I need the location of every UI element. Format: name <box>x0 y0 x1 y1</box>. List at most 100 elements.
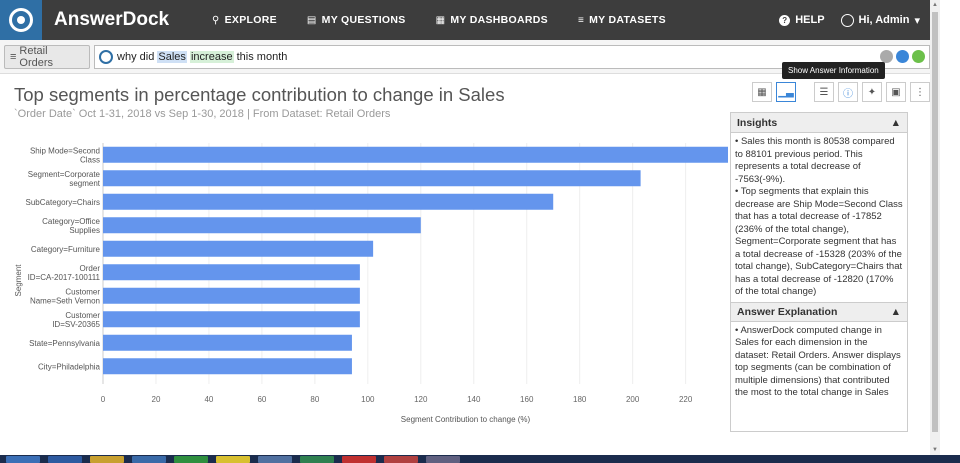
nav-my-datasets-label: MY DATASETS <box>589 14 666 26</box>
user-menu[interactable]: Hi, Admin ▾ <box>840 13 920 27</box>
taskbar-app-icon[interactable] <box>342 456 376 463</box>
insights-body: • Sales this month is 80538 compared to … <box>731 133 907 302</box>
search-input[interactable]: why did Sales increase this month <box>94 44 930 69</box>
bar[interactable] <box>103 146 728 163</box>
bar[interactable] <box>103 334 352 351</box>
save-button[interactable]: ▣ <box>886 82 906 102</box>
taskbar-app-icon[interactable] <box>216 456 250 463</box>
x-tick-label: 200 <box>626 395 640 404</box>
x-tick-label: 20 <box>152 395 161 404</box>
bar[interactable] <box>103 193 554 210</box>
vertical-scrollbar[interactable]: ▲ ▼ <box>930 0 940 463</box>
taskbar-app-icon[interactable] <box>384 456 418 463</box>
bar[interactable] <box>103 240 374 257</box>
taskbar-app-icon[interactable] <box>90 456 124 463</box>
nav-my-dashboards-label: MY DASHBOARDS <box>450 14 548 26</box>
dataset-selector[interactable]: ≡ Retail Orders <box>4 44 91 69</box>
database-icon: ≡ <box>10 50 17 63</box>
x-tick-label: 120 <box>414 395 428 404</box>
insights-panel: Insights ▲ • Sales this month is 80538 c… <box>730 112 908 432</box>
category-label: City=Philadelphia <box>38 362 101 371</box>
chat-icon: ▤ <box>306 14 317 26</box>
nav-explore-label: EXPLORE <box>224 14 277 26</box>
category-label: ID=SV-20365 <box>52 320 100 329</box>
x-tick-label: 80 <box>310 395 319 404</box>
x-tick-label: 160 <box>520 395 534 404</box>
explanation-text: • AnswerDock computed change in Sales fo… <box>735 324 901 399</box>
search-bar: ≡ Retail Orders why did Sales increase t… <box>0 40 930 74</box>
query-measure-token[interactable]: Sales <box>157 50 187 63</box>
taskbar-app-icon[interactable] <box>174 456 208 463</box>
insights-header[interactable]: Insights ▲ <box>731 113 907 133</box>
category-label: State=Pennsylvania <box>29 339 100 348</box>
bar[interactable] <box>103 311 360 328</box>
category-label: Order <box>80 264 101 273</box>
answer-toolbar: ▦ ▁▃ ☰ ⓘ ✦ ▣ ⋮ <box>752 82 930 102</box>
answer-info-button[interactable]: ⓘ <box>838 82 858 102</box>
explanation-body: • AnswerDock computed change in Sales fo… <box>731 322 907 403</box>
chart-view-button[interactable]: ▁▃ <box>776 82 796 102</box>
taskbar-app-icon[interactable] <box>426 456 460 463</box>
more-icon: ⋮ <box>915 86 925 98</box>
answerdock-logo[interactable] <box>0 0 42 40</box>
refresh-icon[interactable] <box>896 50 909 63</box>
taskbar-app-icon[interactable] <box>300 456 334 463</box>
nav-explore[interactable]: ⚲ EXPLORE <box>212 14 277 26</box>
x-tick-label: 40 <box>204 395 213 404</box>
chevron-down-icon: ▾ <box>914 14 920 27</box>
grid-icon: ▦ <box>435 14 446 26</box>
scroll-thumb[interactable] <box>932 12 938 432</box>
bar-chart: 0 20 40 60 80 100 120 140 160 180 200 220 Ship Mode=… <box>14 143 728 424</box>
collapse-icon: ▲ <box>890 305 901 318</box>
bar[interactable] <box>103 170 641 187</box>
nav-my-dashboards[interactable]: ▦ MY DASHBOARDS <box>436 14 548 26</box>
more-button[interactable]: ⋮ <box>910 82 930 102</box>
explanation-header[interactable]: Answer Explanation ▲ <box>731 301 907 322</box>
taskbar-app-icon[interactable] <box>132 456 166 463</box>
nav-my-datasets[interactable]: ≡ MY DATASETS <box>578 14 666 26</box>
table-view-button[interactable]: ▦ <box>752 82 772 102</box>
scroll-up-icon[interactable]: ▲ <box>932 2 938 8</box>
tooltip: Show Answer Information <box>782 62 885 79</box>
x-tick-label: 100 <box>361 395 375 404</box>
clear-query-icon[interactable] <box>880 50 893 63</box>
start-icon[interactable] <box>6 456 40 463</box>
search-icon: ⚲ <box>212 14 220 26</box>
database-icon: ≡ <box>577 14 585 26</box>
x-tick-label: 180 <box>573 395 587 404</box>
help-icon: ? <box>779 14 791 26</box>
bar[interactable] <box>103 264 360 281</box>
pin-button[interactable]: ✦ <box>862 82 882 102</box>
logo-icon <box>9 8 33 32</box>
go-icon[interactable] <box>912 50 925 63</box>
category-label: ID=CA-2017-100111 <box>28 273 101 282</box>
nav-my-questions[interactable]: ▤ MY QUESTIONS <box>307 14 406 26</box>
taskbar-app-icon[interactable] <box>48 456 82 463</box>
scroll-down-icon[interactable]: ▼ <box>932 447 938 453</box>
query-prefix: why did <box>117 50 158 63</box>
info-icon: ⓘ <box>843 88 853 100</box>
collapse-icon: ▲ <box>890 116 901 129</box>
category-label: segment <box>69 179 100 188</box>
category-label: Customer <box>65 311 100 320</box>
list-button[interactable]: ☰ <box>814 82 834 102</box>
taskbar-app-icon[interactable] <box>258 456 292 463</box>
dataset-name: Retail Orders <box>19 44 54 69</box>
os-taskbar <box>0 455 960 463</box>
pin-icon: ✦ <box>867 86 877 98</box>
bar[interactable] <box>103 287 360 304</box>
query-keyword-token[interactable]: increase <box>189 50 234 63</box>
help-link[interactable]: ? HELP <box>779 14 825 26</box>
category-label: Class <box>80 155 100 164</box>
bar[interactable] <box>103 217 421 234</box>
x-tick-label: 0 <box>101 395 106 404</box>
x-tick-label: 140 <box>467 395 481 404</box>
category-label: Customer <box>65 287 100 296</box>
x-tick-label: 220 <box>679 395 693 404</box>
answer-title: Top segments in percentage contribution … <box>14 84 505 105</box>
category-label: Name=Seth Vernon <box>30 296 100 305</box>
save-icon: ▣ <box>891 86 901 98</box>
bar[interactable] <box>103 358 352 375</box>
category-label: Category=Furniture <box>31 245 101 254</box>
nav-my-questions-label: MY QUESTIONS <box>321 14 406 26</box>
